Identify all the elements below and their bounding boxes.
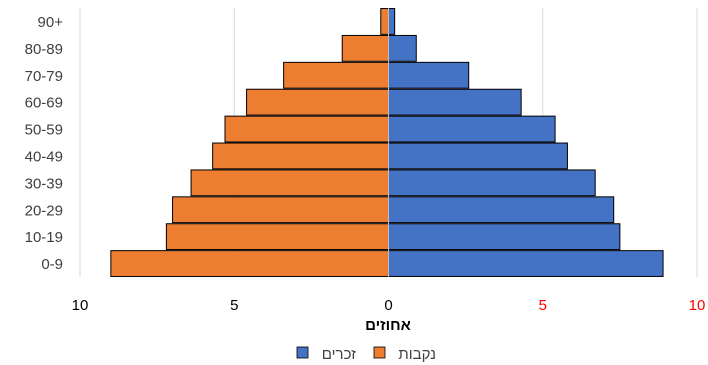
bar-female-60-69 bbox=[246, 88, 389, 116]
bar-female-90+ bbox=[380, 8, 390, 35]
legend-label-male: זכרים bbox=[322, 346, 356, 363]
legend-swatch-female bbox=[373, 346, 386, 359]
y-tick-label: 60-69 bbox=[25, 95, 63, 112]
y-tick-label: 20-29 bbox=[25, 202, 63, 219]
bar-male-70-79 bbox=[388, 61, 470, 89]
y-tick-label: 70-79 bbox=[25, 68, 63, 85]
bar-female-80-89 bbox=[341, 34, 390, 62]
bar-male-80-89 bbox=[388, 34, 417, 62]
bar-female-10-19 bbox=[165, 223, 389, 251]
legend: זכרים נקבות bbox=[296, 346, 436, 363]
bar-male-20-29 bbox=[388, 196, 615, 224]
x-tick-label: 5 bbox=[539, 297, 547, 314]
bar-male-50-59 bbox=[388, 115, 556, 143]
bar-female-70-79 bbox=[283, 61, 389, 89]
y-tick-label: 10-19 bbox=[25, 229, 63, 246]
bar-male-10-19 bbox=[388, 223, 621, 251]
x-tick-label: 10 bbox=[689, 297, 706, 314]
bar-male-40-49 bbox=[388, 142, 568, 170]
x-tick-label: 0 bbox=[384, 297, 392, 314]
bar-female-50-59 bbox=[224, 115, 389, 143]
legend-label-female: נקבות bbox=[398, 346, 436, 363]
x-tick-label: 5 bbox=[230, 297, 238, 314]
legend-swatch-male bbox=[296, 346, 309, 359]
bars bbox=[110, 8, 664, 277]
y-tick-label: 0-9 bbox=[41, 256, 63, 273]
bar-female-40-49 bbox=[212, 142, 389, 170]
y-tick-label: 50-59 bbox=[25, 122, 63, 139]
bar-female-20-29 bbox=[172, 196, 389, 224]
bar-male-90+ bbox=[388, 8, 396, 35]
y-tick-label: 90+ bbox=[38, 14, 64, 31]
y-tick-label: 30-39 bbox=[25, 175, 63, 192]
y-tick-label: 80-89 bbox=[25, 41, 63, 58]
x-tick-label: 10 bbox=[72, 297, 89, 314]
bar-male-0-9 bbox=[388, 250, 664, 277]
y-tick-label: 40-49 bbox=[25, 148, 63, 165]
bar-female-30-39 bbox=[190, 169, 389, 197]
y-axis-labels: 0-9 10-19 20-29 30-39 40-49 50-59 60-69 70-79 80… bbox=[25, 14, 64, 273]
x-axis-labels: 10 5 0 5 10 bbox=[72, 297, 706, 314]
bar-male-60-69 bbox=[388, 88, 522, 116]
x-axis-title: אחוזים bbox=[365, 317, 411, 334]
bar-female-0-9 bbox=[110, 250, 389, 277]
bar-male-30-39 bbox=[388, 169, 596, 197]
